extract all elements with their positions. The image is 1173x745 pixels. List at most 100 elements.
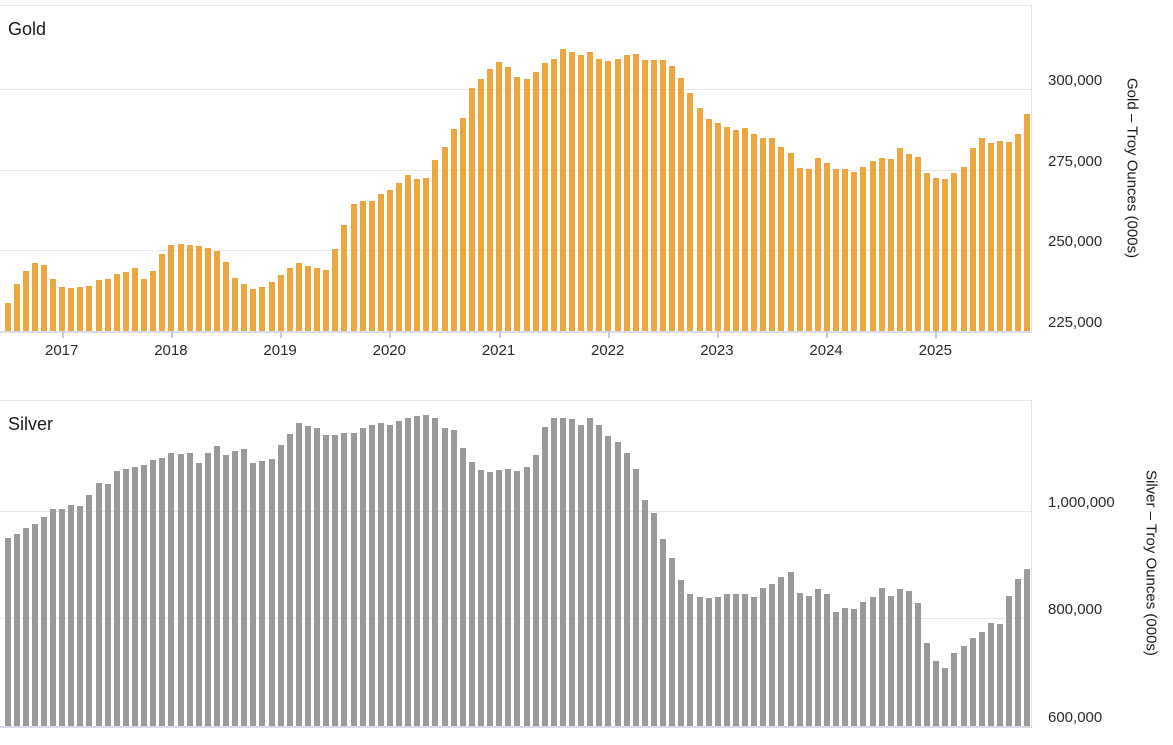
gold-bar <box>842 169 849 331</box>
silver-bar <box>723 594 730 726</box>
silver-bar <box>286 434 293 726</box>
y-tick-label: 300,000 <box>1048 71 1103 89</box>
gold-bar <box>960 166 967 331</box>
silver-bar <box>924 643 931 726</box>
gold-bar <box>550 58 557 331</box>
y-tick-label: 800,000 <box>1048 601 1103 619</box>
x-tick-mark <box>498 331 501 338</box>
gold-bar <box>660 59 667 331</box>
silver-bar <box>31 524 38 726</box>
silver-bar <box>587 418 594 726</box>
gold-bar <box>168 245 175 331</box>
gold-bar <box>778 147 785 331</box>
gold-bar <box>132 268 138 331</box>
silver-bar <box>141 464 148 726</box>
x-tick-label: 2024 <box>809 342 843 359</box>
gold-bar <box>878 158 885 331</box>
x-tick-mark <box>935 331 938 338</box>
x-tick-label: 2022 <box>591 342 625 359</box>
silver-bar <box>742 594 748 726</box>
x-tick-mark <box>607 331 610 338</box>
gridline <box>0 400 1032 401</box>
silver-bar <box>305 426 311 726</box>
gold-bar <box>678 77 685 331</box>
gold-bar <box>59 287 66 331</box>
silver-bar <box>824 594 830 726</box>
gold-bar <box>268 281 275 331</box>
silver-bar <box>550 417 557 726</box>
x-tick-mark <box>826 331 829 338</box>
silver-bar <box>350 432 357 726</box>
gold-bar <box>1006 141 1013 331</box>
gold-bar <box>405 175 412 331</box>
silver-bar <box>241 449 248 726</box>
gold-bar <box>40 265 47 331</box>
gold-bar <box>386 189 393 331</box>
gold-bar <box>368 200 375 331</box>
silver-bar <box>323 434 330 726</box>
gold-bar <box>113 273 120 331</box>
silver-bar <box>732 594 739 726</box>
silver-bar <box>887 595 894 726</box>
gold-bar <box>450 128 457 331</box>
gold-bar <box>805 169 812 331</box>
gold-bar <box>687 93 694 331</box>
x-tick-mark <box>389 331 392 338</box>
y-tick-label: 275,000 <box>1048 152 1103 170</box>
silver-bar <box>250 463 257 726</box>
silver-bar <box>204 453 211 726</box>
silver-bar <box>195 462 202 726</box>
x-tick-mark <box>280 331 283 338</box>
silver-bar <box>869 596 876 726</box>
gold-bar <box>277 275 284 331</box>
silver-bar <box>605 435 612 726</box>
gold-bar <box>814 157 821 331</box>
gold-bar <box>159 254 166 331</box>
gold-bar <box>614 58 621 331</box>
gold-bar <box>323 270 330 331</box>
silver-bar <box>641 499 648 726</box>
silver-bar <box>942 667 949 726</box>
gold-bar <box>978 137 985 331</box>
gold-bar <box>204 248 211 331</box>
silver-bar <box>104 484 111 726</box>
gold-bar <box>751 134 758 331</box>
silver-bar <box>787 571 794 726</box>
silver-bar <box>277 445 284 726</box>
gold-bar <box>796 168 803 331</box>
silver-bar <box>933 660 940 726</box>
gold-bar <box>1015 133 1022 331</box>
silver-bar <box>669 557 676 726</box>
silver-bar <box>232 451 239 726</box>
silver-bar <box>559 417 566 726</box>
gold-bar <box>605 61 612 331</box>
silver-bar <box>896 589 903 726</box>
silver-bar <box>660 539 667 726</box>
silver-bar <box>814 589 821 726</box>
silver-bar <box>651 513 657 726</box>
silver-bar <box>468 461 475 726</box>
silver-bar <box>623 453 630 726</box>
gold-bar <box>332 249 339 331</box>
gold-bar <box>996 140 1003 331</box>
silver-bar <box>796 593 803 726</box>
silver-bar <box>86 495 93 726</box>
gold-bar <box>13 284 20 331</box>
gold-bar <box>468 88 475 331</box>
silver-bar <box>213 445 220 726</box>
silver-bar <box>487 472 494 726</box>
gold-bar <box>505 67 512 331</box>
silver-bar <box>496 469 503 726</box>
x-tick-label: 2019 <box>263 342 297 359</box>
silver-bar <box>432 417 439 726</box>
gold-bar <box>860 166 867 331</box>
silver-bar <box>4 537 11 726</box>
gold-bar <box>141 278 148 331</box>
gold-bar <box>50 279 56 331</box>
gold-plot-area <box>0 5 1032 333</box>
x-tick-mark <box>61 331 64 338</box>
gold-bar <box>341 224 348 331</box>
silver-bar <box>842 607 849 726</box>
gold-bar <box>487 69 494 331</box>
silver-bar <box>1006 595 1013 726</box>
